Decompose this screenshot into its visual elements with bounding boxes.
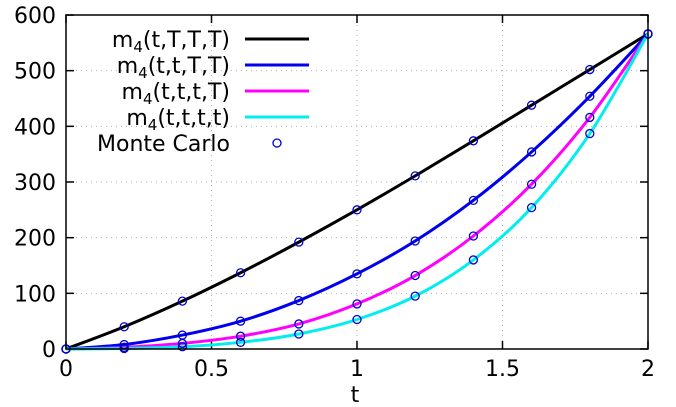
monte-carlo-point (177, 338, 188, 349)
monte-carlo-point (119, 322, 129, 332)
monte-carlo-point (585, 128, 595, 139)
monte-carlo-point (526, 202, 537, 213)
monte-carlo-point (294, 295, 304, 306)
monte-carlo-point (410, 236, 420, 246)
y-tick-label: 400 (14, 115, 56, 140)
monte-carlo-point (352, 205, 362, 215)
legend-label-subscript: 4 (138, 64, 148, 82)
monte-carlo-point (235, 316, 246, 326)
monte-carlo-point (294, 329, 304, 339)
legend-label-4: m4(t,t,t,t) (126, 106, 230, 134)
monte-carlo-point (526, 179, 537, 189)
y-tick-label: 0 (42, 338, 56, 363)
monte-carlo-point (352, 314, 362, 325)
series-line-2 (65, 32, 650, 351)
legend-label-subscript: 4 (143, 90, 153, 108)
monte-carlo-point (410, 291, 420, 301)
x-tick-label: 0.5 (194, 357, 229, 382)
series-layer (65, 32, 650, 351)
monte-carlo-point (410, 270, 420, 281)
monte-carlo-point (352, 269, 362, 279)
legend-label-2: m4(t,t,T,T) (117, 54, 230, 82)
legend-label-main: m (122, 80, 143, 105)
monte-carlo-points (61, 29, 653, 354)
monte-carlo-point (468, 255, 479, 265)
monte-carlo-point (526, 100, 537, 110)
monte-carlo-point (235, 268, 246, 278)
monte-carlo-point (235, 331, 246, 341)
monte-carlo-point (468, 231, 479, 241)
monte-carlo-point (468, 195, 479, 206)
monte-carlo-point (177, 296, 188, 306)
legend-label-subscript: 4 (148, 116, 158, 134)
legend-label-main: m (126, 106, 147, 131)
x-tick-label: 1 (350, 357, 364, 382)
monte-carlo-point (294, 319, 304, 329)
monte-carlo-point (352, 299, 362, 309)
legend-label-args: (t,T,T,T) (143, 28, 230, 53)
axis-ticks: 0 100 200 300 400 500 600 0 0.5 1 1.5 2 (14, 4, 655, 382)
y-tick-label: 300 (14, 171, 56, 196)
monte-carlo-point (468, 136, 479, 146)
legend-label-main: m (112, 28, 133, 53)
legend-label-args: (t,t,t,T) (153, 80, 230, 105)
x-tick-label: 0 (59, 357, 73, 382)
monte-carlo-point (585, 64, 595, 75)
legend-sample-marker-monte-carlo (272, 138, 282, 148)
legend-label-args: (t,t,T,T) (148, 54, 230, 79)
monte-carlo-point (410, 171, 420, 181)
monte-carlo-point (294, 237, 304, 247)
grid (66, 15, 648, 349)
legend-label-args: (t,t,t,t) (157, 106, 230, 131)
monte-carlo-point (526, 147, 537, 157)
monte-carlo-point (585, 91, 595, 101)
series-line-3 (65, 33, 650, 351)
plot-frame (65, 14, 649, 350)
series-line-4 (65, 33, 650, 351)
y-tick-label: 500 (14, 60, 56, 85)
legend-label-3: m4(t,t,t,T) (122, 80, 230, 108)
y-tick-label: 600 (14, 4, 56, 29)
y-tick-label: 200 (14, 227, 56, 252)
monte-carlo-point (585, 112, 595, 123)
x-tick-label: 1.5 (485, 357, 520, 382)
legend-label-monte-carlo: Monte Carlo (97, 132, 230, 157)
legend-label-subscript: 4 (133, 38, 143, 56)
series-line-1 (65, 32, 649, 351)
y-tick-label: 100 (14, 282, 56, 307)
legend-label-main: m (117, 54, 138, 79)
x-axis-label: t (351, 383, 360, 407)
legend: m4(t,T,T,T)m4(t,t,T,T)m4(t,t,t,T)m4(t,t,… (97, 28, 309, 157)
monte-carlo-point (235, 337, 246, 347)
legend-label-1: m4(t,T,T,T) (112, 28, 230, 56)
monte-carlo-point (177, 342, 188, 352)
x-tick-label: 2 (641, 357, 655, 382)
